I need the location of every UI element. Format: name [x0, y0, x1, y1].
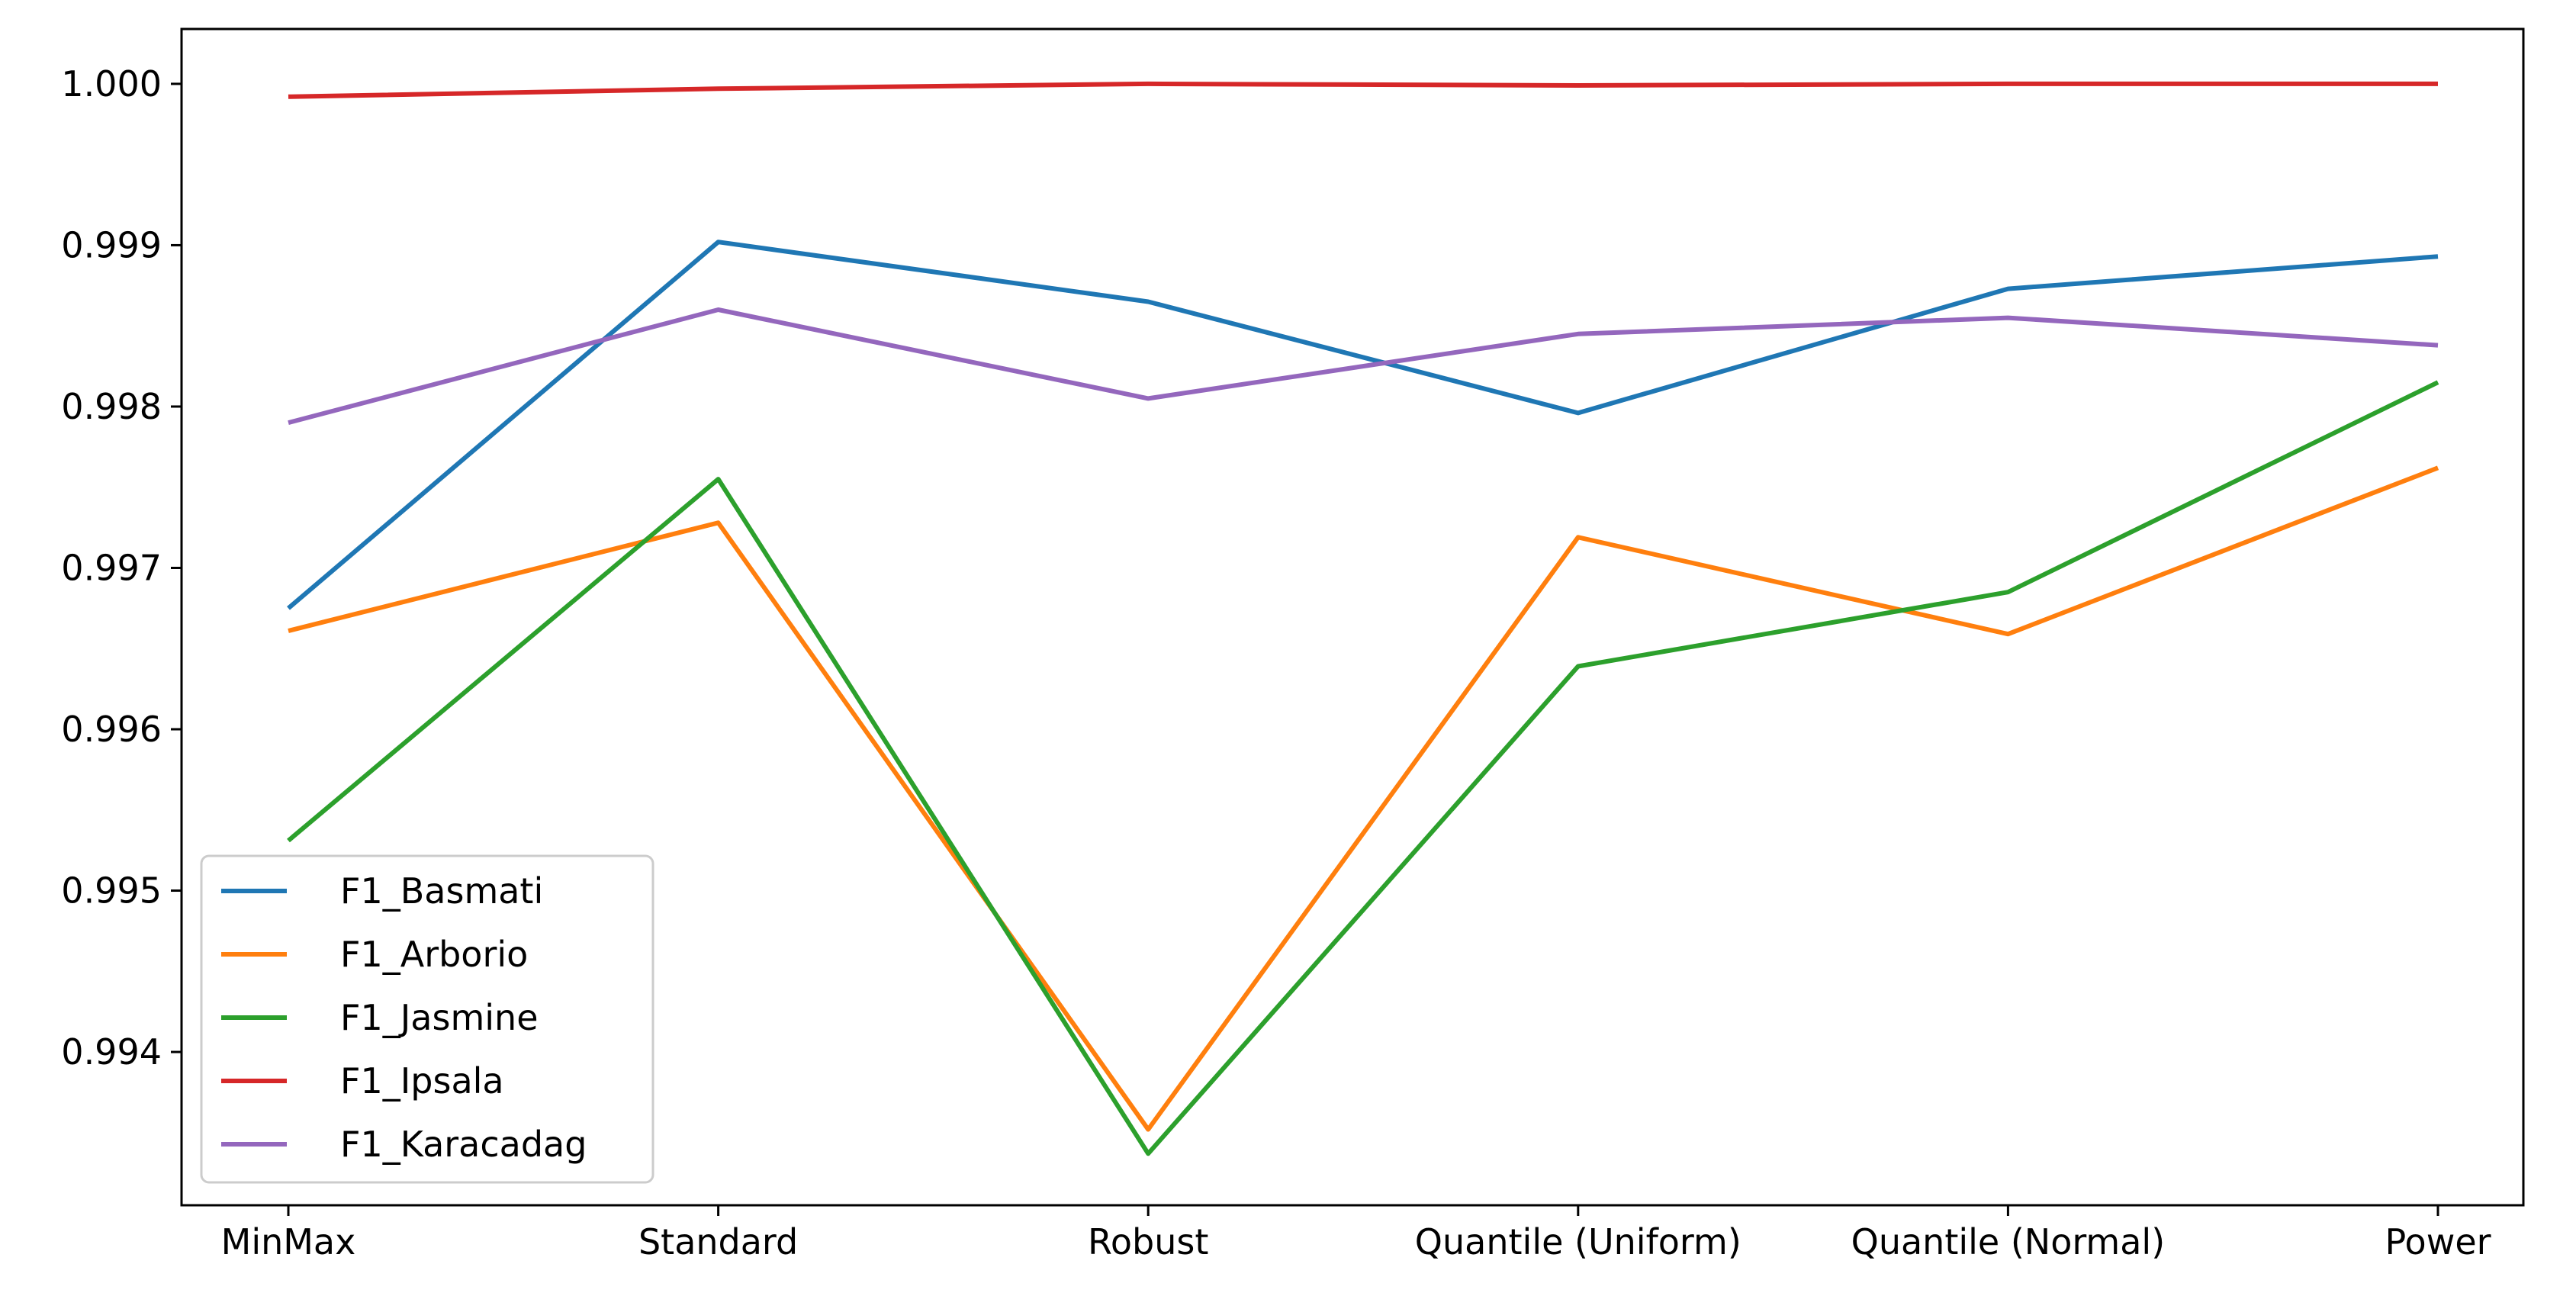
series-line-f1-karacadag [288, 307, 2439, 426]
legend-label: F1_Basmati [340, 870, 543, 912]
x-tick-label: MinMax [221, 1221, 356, 1262]
legend-label: F1_Arborio [340, 934, 528, 975]
series-line-f1-ipsala [288, 81, 2438, 99]
legend-item: F1_Basmati [221, 870, 543, 912]
legend-label: F1_Ipsala [340, 1060, 504, 1102]
legend: F1_Basmati F1_Arborio F1_Jasmine F1_Ipsala F… [200, 854, 654, 1184]
legend-label: F1_Karacadag [340, 1124, 587, 1165]
x-tick-label: Power [2385, 1221, 2491, 1262]
y-tick-label: 0.994 [61, 1031, 162, 1073]
y-tick-label: 0.996 [61, 709, 162, 750]
legend-label: F1_Jasmine [340, 997, 539, 1038]
y-tick-label: 0.998 [61, 386, 162, 427]
x-tick-label: Standard [638, 1221, 798, 1262]
y-tick-label: 0.999 [61, 224, 162, 265]
y-tick-label: 1.000 [61, 63, 162, 105]
legend-item: F1_Arborio [221, 934, 528, 975]
legend-item: F1_Ipsala [221, 1060, 504, 1102]
series-layer [287, 81, 2439, 1156]
legend-item: F1_Jasmine [221, 997, 539, 1038]
y-tick-label: 0.997 [61, 547, 162, 588]
x-tick-label: Quantile (Uniform) [1415, 1221, 1741, 1262]
series-line-f1-basmati [287, 240, 2439, 610]
series-line-f1-jasmine [287, 380, 2439, 1156]
plot-frame [180, 27, 2525, 1207]
legend-item: F1_Karacadag [221, 1124, 587, 1165]
legend-box [200, 854, 654, 1184]
x-tick-label: Robust [1088, 1221, 1208, 1262]
axes-layer: MinMax Standard Robust Quantile (Uniform) Qu… [61, 27, 2525, 1262]
y-tick-label: 0.995 [61, 870, 162, 912]
x-tick-label: Quantile (Normal) [1851, 1221, 2166, 1262]
